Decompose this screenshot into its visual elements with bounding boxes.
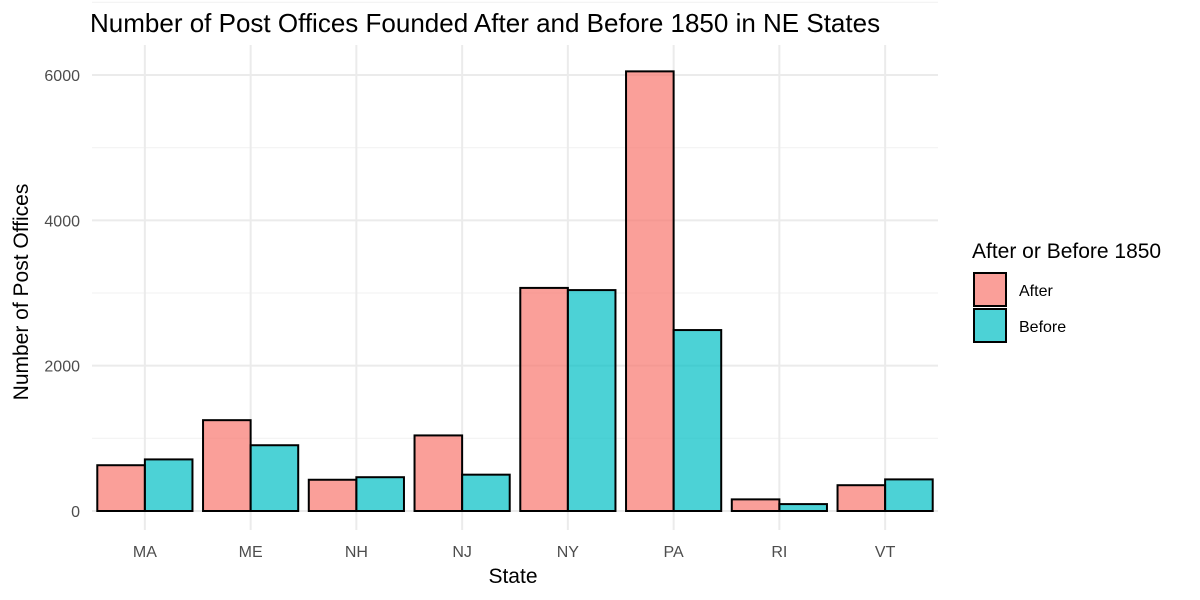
bars (96, 70, 934, 513)
x-tick-label: NJ (452, 544, 472, 561)
bar-nh-after (307, 478, 358, 512)
bar-ny-before (566, 289, 617, 512)
legend-key-after (973, 272, 1007, 307)
x-tick-label: NY (557, 544, 580, 561)
legend-label-before: Before (1019, 319, 1066, 336)
bar-pa-after (625, 70, 675, 512)
x-axis-title: State (488, 565, 537, 588)
x-tick-label: VT (875, 544, 896, 561)
bar-nj-before (461, 473, 511, 512)
chart-title: Number of Post Offices Founded After and… (90, 8, 880, 38)
legend-title: After or Before 1850 (972, 240, 1161, 263)
bar-nh-before (355, 476, 405, 512)
x-tick-label: ME (239, 544, 263, 561)
bar-nj-after (413, 434, 464, 512)
bar-me-after (202, 419, 252, 512)
bar-vt-after (836, 484, 887, 513)
y-tick-label: 0 (71, 504, 80, 521)
x-axis-ticks: MA ME NH NJ NY PA RI VT (133, 544, 896, 561)
y-axis-ticks: 0 2000 4000 6000 (44, 68, 80, 521)
x-tick-label: NH (345, 544, 368, 561)
bar-pa-before (672, 329, 723, 512)
legend-label-after: After (1019, 283, 1053, 300)
legend-key-before (973, 308, 1007, 343)
x-tick-label: MA (133, 544, 157, 561)
y-tick-label: 4000 (44, 213, 80, 230)
bar-ma-before (143, 458, 194, 513)
bar-vt-before (884, 478, 934, 513)
bar-me-before (249, 444, 300, 512)
legend: After or Before 1850 After Before (972, 240, 1161, 343)
y-tick-label: 2000 (44, 359, 80, 376)
bar-ny-after (519, 286, 569, 512)
bar-ma-after (96, 464, 146, 512)
y-axis-title: Number of Post Offices (10, 184, 33, 401)
bar-ri-after (730, 498, 781, 512)
x-tick-label: PA (664, 544, 684, 561)
bar-ri-before (778, 503, 828, 513)
x-tick-label: RI (771, 544, 787, 561)
y-tick-label: 6000 (44, 68, 80, 85)
